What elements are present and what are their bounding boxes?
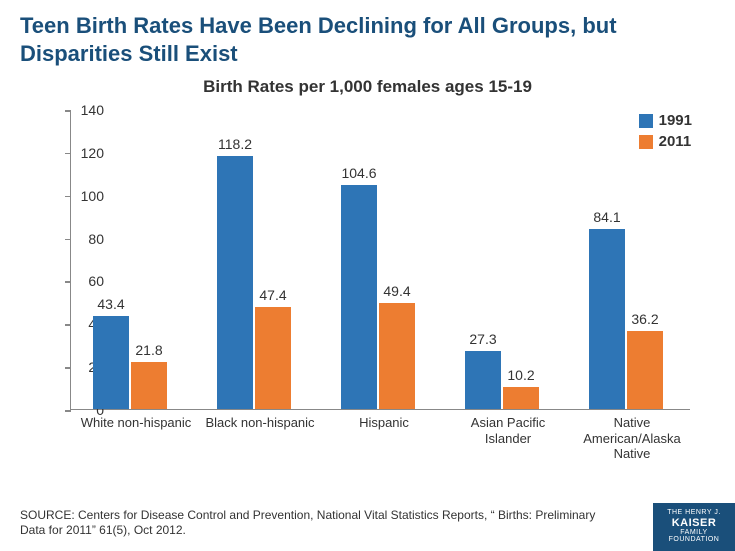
category-label: Native American/Alaska Native	[572, 415, 692, 462]
y-tick-label: 100	[81, 188, 104, 204]
y-tick	[65, 196, 71, 198]
bar-value-label: 118.2	[205, 136, 265, 152]
logo-line4: FOUNDATION	[669, 536, 720, 543]
bar-value-label: 27.3	[453, 331, 513, 347]
bar-value-label: 21.8	[119, 342, 179, 358]
bar	[131, 362, 167, 409]
bar-value-label: 84.1	[577, 209, 637, 225]
bar-value-label: 47.4	[243, 287, 303, 303]
logo-line2: KAISER	[653, 517, 735, 529]
y-tick-label: 80	[88, 231, 104, 247]
y-tick	[65, 410, 71, 412]
bar-value-label: 104.6	[329, 165, 389, 181]
category-label: Black non-hispanic	[200, 415, 320, 431]
y-tick	[65, 239, 71, 241]
page-title: Teen Birth Rates Have Been Declining for…	[0, 0, 735, 67]
bar-value-label: 10.2	[491, 367, 551, 383]
logo-line1: THE HENRY J.	[667, 509, 721, 516]
y-tick	[65, 153, 71, 155]
bar	[255, 307, 291, 409]
chart-container: 19912011 02040608010012014043.421.8White…	[30, 110, 710, 470]
y-tick-label: 60	[88, 273, 104, 289]
kaiser-logo: THE HENRY J. KAISER FAMILY FOUNDATION	[653, 503, 735, 551]
chart-subtitle: Birth Rates per 1,000 females ages 15-19	[0, 77, 735, 97]
source-citation: SOURCE: Centers for Disease Control and …	[20, 508, 620, 539]
y-tick-label: 120	[81, 145, 104, 161]
bar	[627, 331, 663, 409]
category-label: Asian Pacific Islander	[448, 415, 568, 446]
y-tick	[65, 281, 71, 283]
logo-line3: FAMILY	[680, 529, 707, 536]
category-label: Hispanic	[324, 415, 444, 431]
bar-value-label: 36.2	[615, 311, 675, 327]
bar	[93, 316, 129, 409]
y-tick	[65, 110, 71, 112]
category-label: White non-hispanic	[76, 415, 196, 431]
y-tick-label: 140	[81, 102, 104, 118]
bar-value-label: 49.4	[367, 283, 427, 299]
y-tick	[65, 367, 71, 369]
plot-area: 02040608010012014043.421.8White non-hisp…	[70, 110, 690, 410]
bar-value-label: 43.4	[81, 296, 141, 312]
bar	[503, 387, 539, 409]
y-tick	[65, 324, 71, 326]
bar	[379, 303, 415, 409]
bar	[217, 156, 253, 409]
